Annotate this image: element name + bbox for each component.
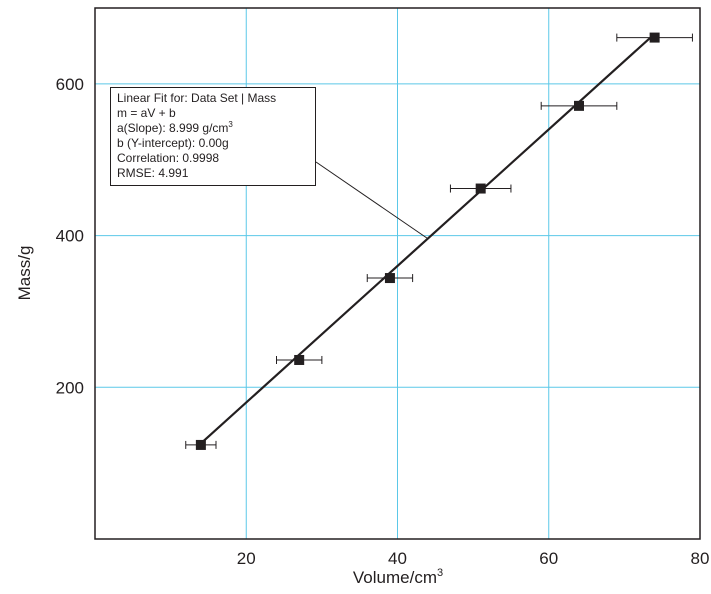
fit-title: Linear Fit for: Data Set | Mass	[117, 91, 277, 105]
data-point	[475, 183, 486, 194]
error-bars	[185, 33, 693, 449]
x-axis-title-text: Volume/cm	[353, 568, 437, 587]
fit-slope-sup: 3	[228, 120, 233, 129]
y-tick-labels: 200 400 600	[56, 75, 84, 397]
fit-correlation: Correlation: 0.9998	[117, 151, 220, 165]
x-axis-title-sup: 3	[437, 567, 443, 579]
x-axis-title: Volume/cm3	[353, 567, 443, 587]
x-tick-label: 40	[388, 549, 407, 568]
fit-slope: a(Slope): 8.999 g/cm3	[117, 121, 309, 136]
data-point	[294, 354, 305, 365]
fit-equation: m = aV + b	[117, 106, 176, 120]
fit-callout-line	[315, 161, 429, 240]
fit-rmse: RMSE: 4.991	[117, 166, 189, 180]
data-point	[195, 439, 206, 450]
y-tick-label: 600	[56, 75, 84, 94]
data-point	[384, 273, 395, 284]
fit-intercept: b (Y-intercept): 0.00g	[117, 136, 229, 150]
data-point	[649, 32, 660, 43]
plot-frame	[94, 7, 701, 540]
x-tick-label: 60	[539, 549, 558, 568]
y-axis-title: Mass/g	[15, 246, 34, 301]
y-tick-label: 400	[56, 227, 84, 246]
x-tick-labels: 20 40 60 80	[237, 549, 710, 568]
linear-fit-annotation[interactable]: Linear Fit for: Data Set | Mass m = aV +…	[110, 87, 316, 186]
data-point	[574, 100, 584, 111]
x-tick-label: 80	[691, 549, 710, 568]
data-points	[195, 32, 660, 450]
grid-lines	[95, 8, 700, 539]
fit-slope-text: a(Slope): 8.999 g/cm	[117, 121, 229, 135]
y-tick-label: 200	[56, 378, 84, 397]
x-tick-label: 20	[237, 549, 256, 568]
